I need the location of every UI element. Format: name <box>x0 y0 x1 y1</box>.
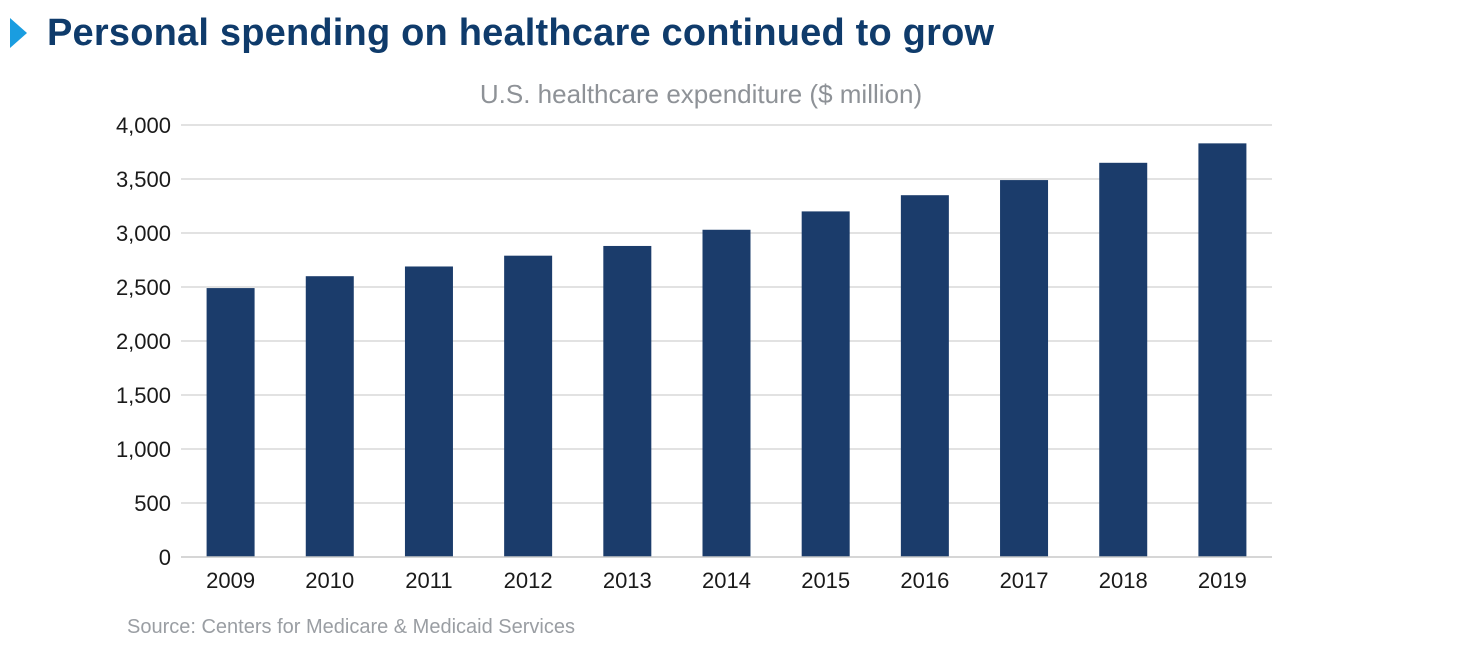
chevron-right-icon <box>10 18 27 48</box>
chart-title: U.S. healthcare expenditure ($ million) <box>480 79 922 109</box>
x-tick-label: 2012 <box>504 568 553 593</box>
y-tick-label: 3,500 <box>116 167 171 192</box>
bar-2013 <box>603 245 652 557</box>
x-tick-label: 2011 <box>405 568 452 593</box>
y-tick-label: 1,000 <box>116 437 171 462</box>
y-tick-label: 4,000 <box>116 113 171 138</box>
bar-2015 <box>801 211 850 557</box>
page-title: Personal spending on healthcare continue… <box>47 11 995 54</box>
y-tick-label: 0 <box>159 545 171 570</box>
x-tick-label: 2010 <box>305 568 354 593</box>
y-tick-label: 2,000 <box>116 329 171 354</box>
bar-2014 <box>702 229 751 557</box>
headline: Personal spending on healthcare continue… <box>10 8 994 58</box>
bar-2016 <box>900 195 949 557</box>
y-tick-label: 1,500 <box>116 383 171 408</box>
bars <box>206 143 1247 558</box>
y-tick-label: 3,000 <box>116 221 171 246</box>
bar-2010 <box>305 276 354 557</box>
x-tick-label: 2015 <box>801 568 850 593</box>
x-tick-label: 2013 <box>603 568 652 593</box>
x-tick-label: 2014 <box>702 568 751 593</box>
x-tick-label: 2017 <box>1000 568 1049 593</box>
y-tick-label: 2,500 <box>116 275 171 300</box>
x-tick-label: 2019 <box>1198 568 1247 593</box>
bar-2017 <box>1000 180 1049 557</box>
y-tick-label: 500 <box>134 491 171 516</box>
bar-2012 <box>504 255 553 557</box>
bar-2009 <box>206 288 255 557</box>
source-note: Source: Centers for Medicare & Medicaid … <box>127 616 575 638</box>
x-tick-label: 2016 <box>900 568 949 593</box>
x-tick-label: 2009 <box>206 568 255 593</box>
bar-2011 <box>404 266 453 557</box>
bar-2018 <box>1099 162 1148 558</box>
y-axis-ticks: 0 500 1,000 1,500 2,000 2,500 3,000 3,500 4,000 <box>116 113 171 570</box>
x-tick-label: 2018 <box>1099 568 1148 593</box>
bar-2019 <box>1198 143 1247 558</box>
x-axis-ticks: 2009 2010 2011 2012 2013 2014 2015 2016 2017 2018… <box>206 568 1247 593</box>
